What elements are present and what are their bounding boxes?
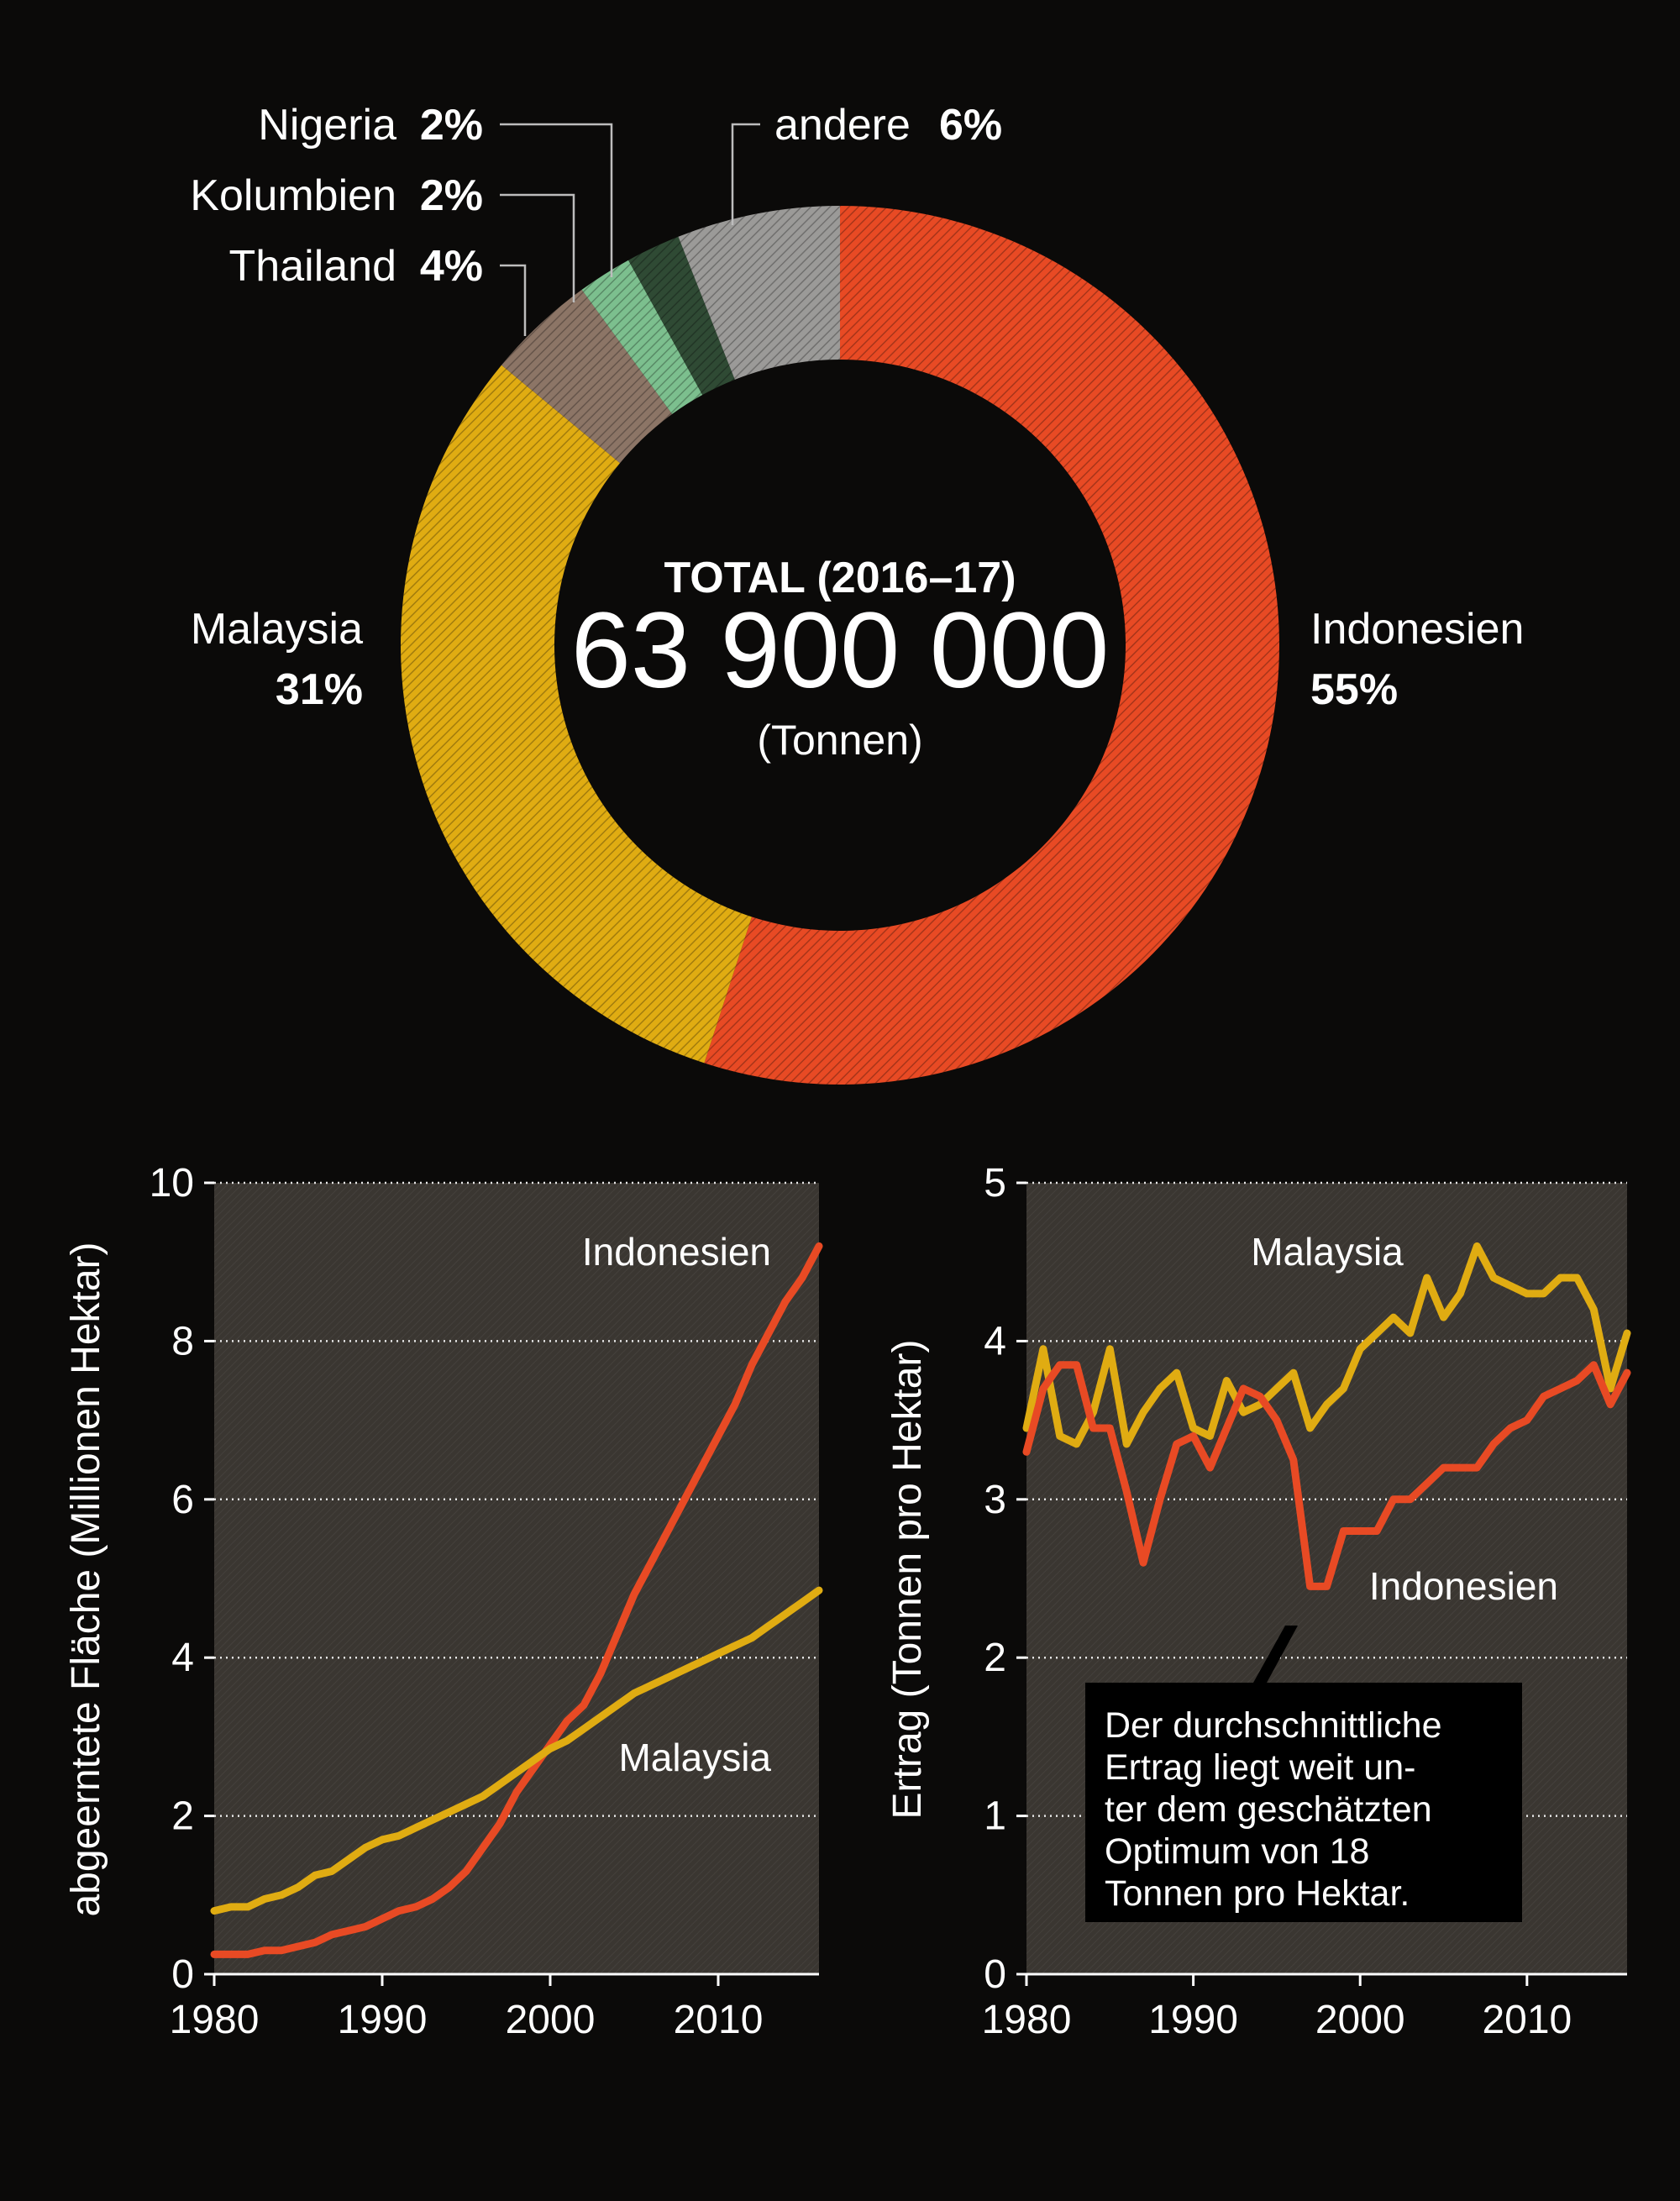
- grid-lines: [1026, 1181, 1627, 1817]
- donut-total-unit: (Tonnen): [757, 717, 922, 764]
- annotation-line: Ertrag liegt weit un-: [1105, 1747, 1415, 1788]
- yield-line-chart: 0 1 2 3 4 5 1980 1990 2000 2010 Ertrag (Tonnen p…: [885, 1161, 1631, 2042]
- annotation-box: [1085, 1683, 1522, 1922]
- pct-andere: 6%: [939, 101, 1002, 150]
- annotation-line: Optimum von 18: [1105, 1831, 1369, 1872]
- donut-slice-texture-kolumbien: [581, 260, 703, 414]
- label-kolumbien: Kolumbien: [190, 171, 396, 220]
- pct-malaysia: 31%: [276, 665, 363, 714]
- leader-line-andere: [731, 123, 760, 225]
- label-indonesien: Indonesien: [1310, 605, 1524, 654]
- series-line-malaysia: [1022, 1242, 1631, 1448]
- label-andere: andere: [774, 101, 911, 150]
- x-tick-label: 1980: [982, 1998, 1072, 2042]
- pct-thailand: 4%: [420, 242, 483, 291]
- donut-title: TOTAL (2016–17): [664, 554, 1016, 602]
- donut-slice-texture-indonesien: [704, 206, 1280, 1085]
- x-tick-labels: 1980 1990 2000 2010: [982, 1972, 1627, 2042]
- donut-slice-texture-thailand: [501, 289, 673, 464]
- y-tick-label: 2: [984, 1636, 1006, 1680]
- x-tick-labels: 1980 1990 2000 2010: [170, 1972, 819, 2042]
- y-tick-labels: 0 1 2 3 4 5: [984, 1161, 1026, 1997]
- y-tick-label: 2: [171, 1794, 194, 1839]
- annotation-line: Tonnen pro Hektar.: [1105, 1873, 1410, 1914]
- y-tick-label: 0: [984, 1952, 1006, 1997]
- y-axis-label: Ertrag (Tonnen pro Hektar): [885, 1340, 930, 1820]
- y-tick-label: 4: [984, 1319, 1006, 1363]
- y-tick-label: 0: [171, 1952, 194, 1997]
- annotation-line: ter dem geschätzten: [1105, 1789, 1432, 1830]
- donut-chart: [400, 206, 1280, 1085]
- leader-line-thailand: [500, 264, 527, 336]
- series-lines: [1022, 1242, 1631, 1590]
- x-tick-label: 2010: [674, 1998, 764, 2042]
- y-tick-label: 1: [984, 1794, 1006, 1839]
- annotation-text: Der durchschnittliche Ertrag liegt weit …: [1105, 1705, 1442, 1914]
- y-tick-label: 10: [150, 1161, 194, 1206]
- series-line-malaysia: [210, 1586, 823, 1915]
- pct-indonesien: 55%: [1310, 665, 1398, 714]
- series-label-indonesien: Indonesien: [1369, 1564, 1558, 1608]
- x-tick-label: 1990: [338, 1998, 428, 2042]
- y-tick-label: 5: [984, 1161, 1006, 1206]
- annotation-pointer: [1253, 1626, 1298, 1683]
- plot-texture: [214, 1183, 819, 1974]
- x-tick-label: 2000: [506, 1998, 596, 2042]
- series-line-indonesien: [1022, 1361, 1631, 1590]
- y-tick-labels: 0 2 4 6 8 10: [150, 1161, 214, 1997]
- donut-slice-texture-andere: [678, 206, 840, 380]
- y-tick-label: 3: [984, 1478, 1006, 1522]
- pct-kolumbien: 2%: [420, 171, 483, 220]
- series-lines: [210, 1242, 823, 1958]
- y-tick-label: 6: [171, 1478, 194, 1522]
- annotation-line: Der durchschnittliche: [1105, 1705, 1442, 1746]
- series-label-malaysia: Malaysia: [618, 1736, 771, 1779]
- label-thailand: Thailand: [229, 242, 396, 291]
- series-line-indonesien: [210, 1242, 823, 1958]
- series-label-malaysia: Malaysia: [1251, 1230, 1404, 1274]
- donut-labels: Indonesien 55% Malaysia 31% Thailand 4% …: [190, 101, 1524, 714]
- donut-slice-texture-malaysia: [400, 365, 752, 1064]
- series-label-indonesien: Indonesien: [582, 1230, 771, 1274]
- x-tick-label: 2010: [1482, 1998, 1572, 2042]
- leader-line-nigeria: [500, 123, 613, 277]
- label-nigeria: Nigeria: [258, 101, 396, 150]
- donut-slice-texture-nigeria: [628, 236, 735, 396]
- y-tick-label: 8: [171, 1319, 194, 1363]
- grid-lines: [214, 1181, 819, 1817]
- x-tick-label: 1980: [170, 1998, 260, 2042]
- x-tick-label: 1990: [1148, 1998, 1238, 2042]
- y-axis-label: abgeerntete Fläche (Millionen Hektar): [64, 1242, 108, 1916]
- label-malaysia: Malaysia: [191, 605, 363, 654]
- area-line-chart: 0 2 4 6 8 10 1980 1990 2000 2010 abgeerntete Flä…: [64, 1161, 823, 2042]
- donut-total-value: 63 900 000: [571, 591, 1110, 711]
- pct-nigeria: 2%: [420, 101, 483, 150]
- y-tick-label: 4: [171, 1636, 194, 1680]
- x-tick-label: 2000: [1315, 1998, 1405, 2042]
- leader-line-kolumbien: [500, 193, 575, 302]
